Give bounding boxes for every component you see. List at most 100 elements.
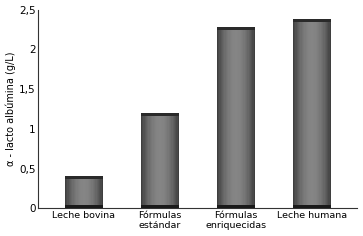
Bar — [249, 27, 250, 208]
Bar — [178, 113, 179, 208]
Bar — [293, 205, 331, 208]
Bar — [325, 19, 326, 208]
Bar — [250, 27, 251, 208]
Bar — [330, 19, 331, 208]
Bar — [164, 113, 165, 208]
Bar — [75, 177, 76, 208]
Bar — [251, 27, 252, 208]
Bar — [319, 19, 321, 208]
Bar — [232, 27, 233, 208]
Bar — [321, 19, 322, 208]
Bar — [141, 113, 142, 208]
Bar — [71, 177, 73, 208]
Bar — [217, 205, 255, 208]
Bar — [293, 19, 331, 22]
Bar — [74, 177, 75, 208]
Bar — [65, 177, 103, 179]
Bar — [228, 27, 229, 208]
Bar — [233, 27, 234, 208]
Bar — [175, 113, 176, 208]
Bar — [301, 19, 302, 208]
Bar — [65, 205, 103, 208]
Bar — [302, 19, 303, 208]
Bar — [162, 113, 164, 208]
Bar — [148, 113, 150, 208]
Bar — [102, 177, 103, 208]
Bar — [238, 27, 240, 208]
Bar — [65, 177, 66, 208]
Bar — [70, 177, 71, 208]
Bar — [304, 19, 306, 208]
Bar — [294, 19, 295, 208]
Bar — [303, 19, 304, 208]
Bar — [160, 113, 161, 208]
Bar — [229, 27, 231, 208]
Bar — [157, 113, 159, 208]
Bar — [222, 27, 223, 208]
Y-axis label: α - lacto albúmina (g/L): α - lacto albúmina (g/L) — [5, 52, 16, 166]
Bar — [323, 19, 325, 208]
Bar — [155, 113, 156, 208]
Bar — [318, 19, 319, 208]
Bar — [141, 205, 179, 208]
Bar — [236, 27, 237, 208]
Bar — [217, 27, 255, 30]
Bar — [98, 177, 99, 208]
Bar — [91, 177, 93, 208]
Bar — [298, 19, 299, 208]
Bar — [85, 177, 86, 208]
Bar — [150, 113, 151, 208]
Bar — [299, 19, 301, 208]
Bar — [66, 177, 68, 208]
Bar — [171, 113, 172, 208]
Bar — [309, 19, 311, 208]
Bar — [241, 27, 242, 208]
Bar — [306, 19, 307, 208]
Bar — [326, 19, 327, 208]
Bar — [234, 27, 236, 208]
Bar — [151, 113, 152, 208]
Bar — [312, 19, 313, 208]
Bar — [143, 113, 144, 208]
Bar — [316, 19, 317, 208]
Bar — [146, 113, 147, 208]
Bar — [161, 113, 162, 208]
Bar — [80, 177, 81, 208]
Bar — [89, 177, 90, 208]
Bar — [78, 177, 79, 208]
Bar — [227, 27, 228, 208]
Bar — [327, 19, 328, 208]
Bar — [141, 113, 179, 116]
Bar — [172, 113, 174, 208]
Bar — [293, 19, 294, 208]
Bar — [217, 27, 218, 208]
Bar — [245, 27, 246, 208]
Bar — [252, 27, 254, 208]
Bar — [97, 177, 98, 208]
Bar — [221, 27, 222, 208]
Bar — [165, 113, 166, 208]
Bar — [76, 177, 78, 208]
Bar — [68, 177, 69, 208]
Bar — [93, 177, 94, 208]
Bar — [144, 113, 146, 208]
Bar — [87, 177, 89, 208]
Bar — [297, 19, 298, 208]
Bar — [152, 113, 154, 208]
Bar — [147, 113, 148, 208]
Bar — [313, 19, 314, 208]
Bar — [218, 27, 219, 208]
Bar — [169, 113, 170, 208]
Bar — [322, 19, 323, 208]
Bar — [311, 19, 312, 208]
Bar — [81, 177, 82, 208]
Bar — [154, 113, 155, 208]
Bar — [73, 177, 74, 208]
Bar — [69, 177, 70, 208]
Bar — [174, 113, 175, 208]
Bar — [79, 177, 80, 208]
Bar — [247, 27, 249, 208]
Bar — [254, 27, 255, 208]
Bar — [170, 113, 171, 208]
Bar — [314, 19, 316, 208]
